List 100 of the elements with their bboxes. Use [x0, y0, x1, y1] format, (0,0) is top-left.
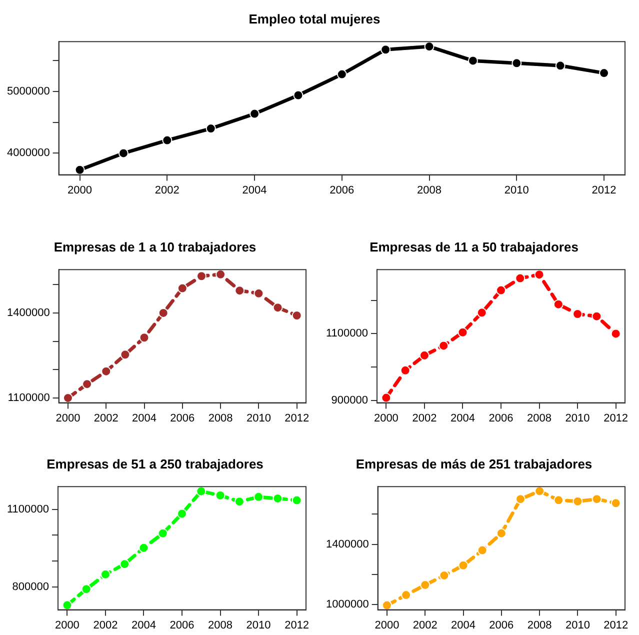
point [206, 124, 216, 134]
point [419, 350, 430, 360]
y-tick-label: 1100000 [8, 392, 50, 404]
point [74, 164, 85, 175]
point [158, 308, 168, 318]
point [62, 392, 73, 403]
point [177, 283, 188, 294]
x-tick-label: 2010 [565, 619, 590, 632]
x-tick-label: 2000 [68, 184, 92, 196]
x-tick-label: 2008 [527, 619, 552, 632]
point [100, 569, 110, 580]
point [162, 135, 172, 146]
point [254, 288, 264, 298]
point [118, 148, 128, 158]
x-tick-label: 2008 [417, 184, 442, 196]
y-tick-label: 5000000 [6, 86, 50, 98]
point [272, 493, 283, 504]
point [555, 60, 566, 71]
point [458, 560, 468, 570]
x-tick-label: 2012 [284, 619, 310, 632]
x-tick-label: 2012 [284, 412, 310, 424]
y-tick-label: 800000 [12, 580, 50, 593]
point [439, 570, 450, 580]
point [572, 496, 583, 506]
y-tick-label: 1400000 [6, 306, 50, 319]
point [515, 494, 526, 504]
x-tick-label: 2010 [246, 412, 271, 424]
point [139, 332, 150, 343]
y-tick-label: 900000 [331, 394, 368, 406]
chart-title: Empresas de 11 a 50 trabajadores [370, 239, 578, 254]
x-tick-label: 2002 [412, 619, 438, 632]
point [138, 542, 149, 553]
x-tick-label: 2000 [374, 412, 398, 424]
point [592, 494, 602, 504]
x-tick-label: 2002 [93, 619, 118, 632]
x-tick-label: 2010 [246, 619, 271, 632]
x-tick-label: 2004 [451, 619, 476, 632]
point [553, 299, 564, 310]
point [120, 559, 130, 570]
point [196, 486, 206, 496]
x-tick-label: 2008 [527, 412, 552, 424]
point [215, 490, 226, 500]
x-tick-label: 2000 [56, 412, 80, 424]
point [292, 310, 302, 321]
point [610, 498, 621, 508]
point [272, 302, 283, 313]
x-tick-label: 2008 [208, 412, 233, 424]
x-tick-label: 2006 [489, 619, 514, 632]
x-tick-label: 2012 [592, 184, 616, 196]
x-tick-label: 2012 [604, 619, 628, 632]
point [400, 365, 410, 376]
point [610, 328, 621, 339]
point [424, 42, 434, 52]
x-tick-label: 2000 [374, 619, 400, 632]
x-tick-label: 2004 [131, 619, 156, 632]
point [420, 580, 430, 590]
point [515, 273, 526, 284]
x-tick-label: 2004 [450, 412, 475, 424]
y-tick-label: 1000000 [326, 598, 369, 611]
point [401, 590, 412, 600]
point [599, 68, 610, 78]
y-tick-label: 1100000 [6, 503, 50, 516]
x-tick-label: 2012 [604, 412, 628, 424]
point [62, 600, 72, 610]
point [336, 69, 347, 80]
point [512, 58, 522, 68]
point [592, 311, 602, 322]
point [82, 379, 92, 390]
point [292, 495, 302, 506]
point [120, 350, 130, 360]
point [468, 56, 478, 66]
x-tick-label: 2002 [412, 412, 437, 424]
point [554, 495, 564, 506]
point [216, 270, 226, 280]
point [534, 270, 544, 280]
x-tick-label: 2002 [154, 184, 180, 196]
point [196, 271, 206, 282]
point [250, 108, 260, 119]
point [458, 327, 468, 338]
point [438, 340, 449, 351]
point [381, 392, 392, 403]
x-tick-label: 2006 [330, 184, 354, 196]
x-tick-label: 2010 [565, 412, 590, 424]
point [496, 285, 506, 296]
point [177, 508, 188, 519]
point [534, 486, 545, 496]
x-tick-label: 2006 [170, 412, 195, 424]
x-tick-label: 2000 [54, 619, 80, 632]
chart-title: Empresas de 51 a 250 trabajadores [46, 456, 264, 472]
y-tick-label: 1100000 [326, 328, 368, 340]
x-tick-label: 2004 [132, 412, 157, 424]
x-tick-label: 2002 [94, 412, 118, 424]
point [476, 308, 487, 318]
y-tick-label: 4000000 [6, 147, 50, 160]
point [572, 309, 583, 319]
x-tick-label: 2010 [504, 184, 529, 196]
point [380, 44, 391, 55]
point [477, 545, 488, 556]
point [496, 528, 506, 538]
point [382, 600, 392, 610]
